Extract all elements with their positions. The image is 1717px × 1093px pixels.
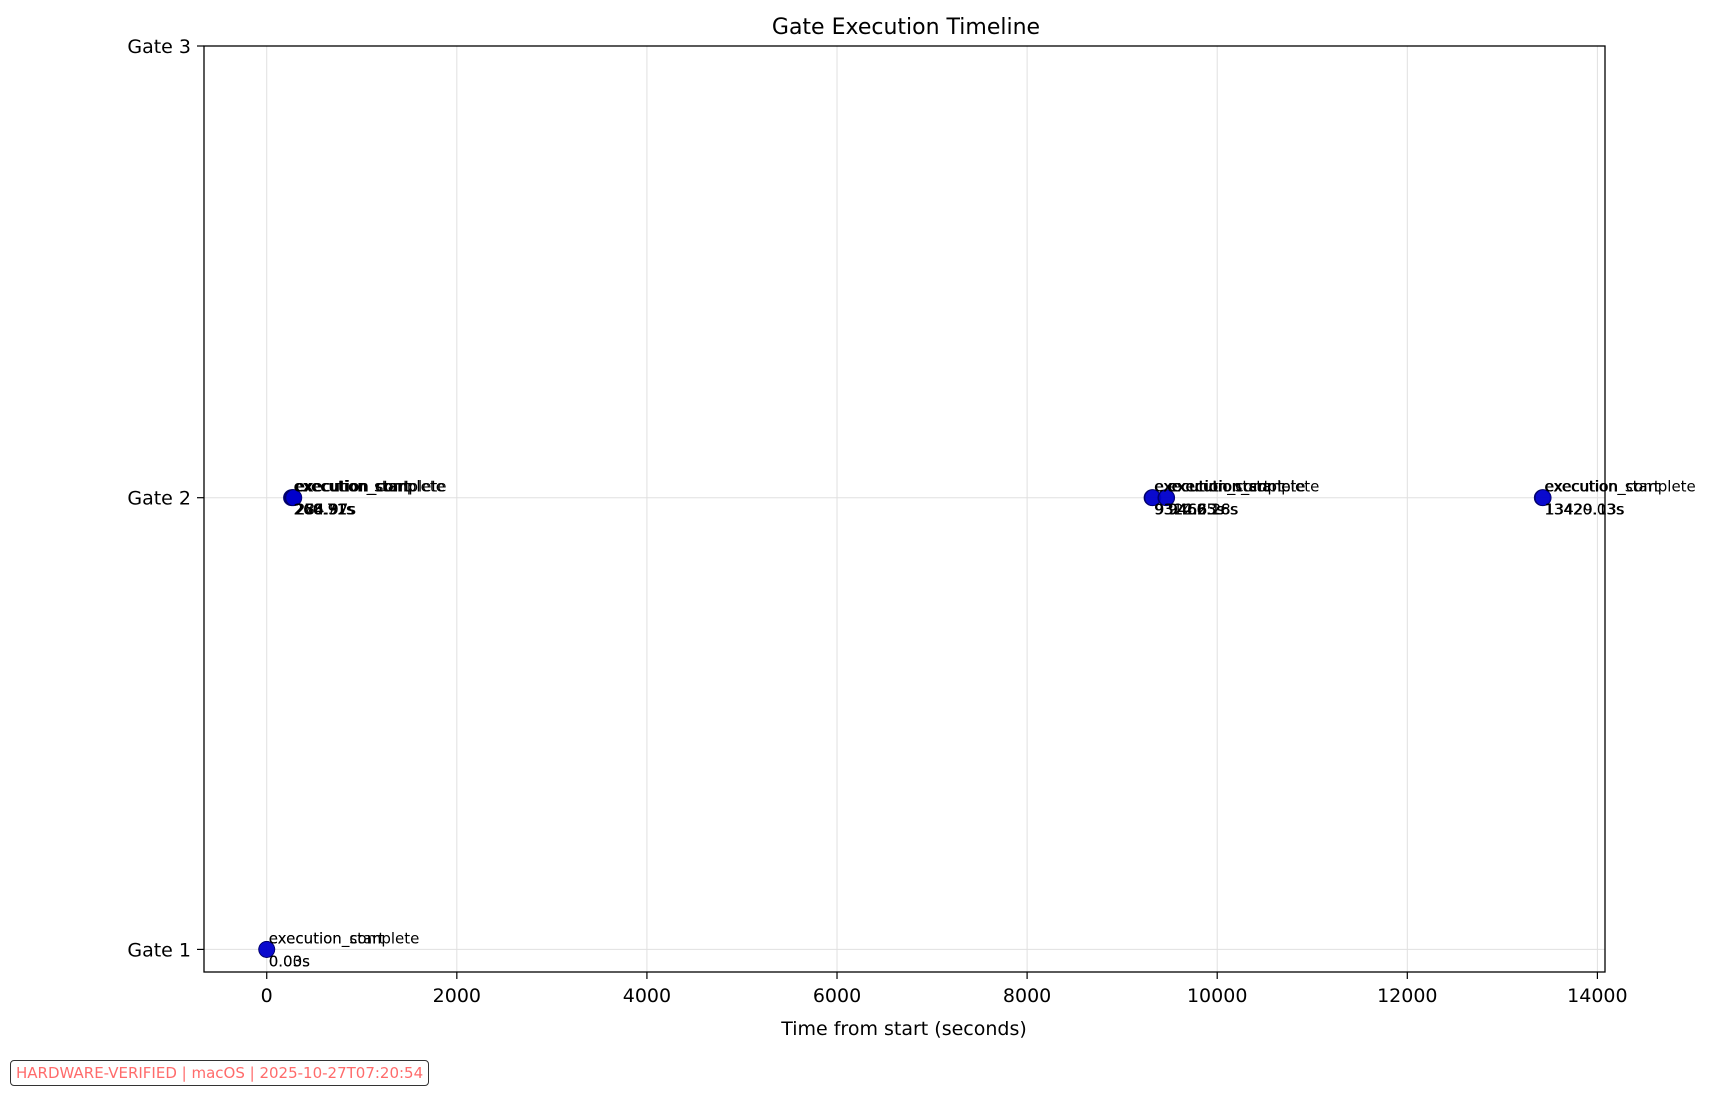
x-tick-label: 4000 xyxy=(623,985,671,1007)
data-point xyxy=(258,941,276,958)
data-point xyxy=(1534,489,1552,507)
x-tick-label: 6000 xyxy=(813,985,861,1007)
hardware-verified-badge: HARDWARE-VERIFIED | macOS | 2025-10-27T0… xyxy=(10,1060,430,1086)
plot-frame xyxy=(203,45,1606,973)
point-time-label: 9322.63s xyxy=(1155,501,1225,519)
y-tick-label: Gate 3 xyxy=(127,36,191,58)
point-event-label: execution_complete xyxy=(294,478,445,497)
point-time-label: 13429.13s xyxy=(1545,501,1625,519)
point-event-label: execution_complete xyxy=(1545,478,1696,497)
x-tick-label: 2000 xyxy=(433,985,481,1007)
point-time-label: 13420.03s xyxy=(1544,501,1624,519)
point-event-label: execution_complete xyxy=(1169,478,1320,497)
point-time-label: 9314.25s xyxy=(1154,501,1224,519)
x-tick-label: 8000 xyxy=(1003,985,1051,1007)
x-tick-label: 12000 xyxy=(1377,985,1437,1007)
chart-title: Gate Execution Timeline xyxy=(772,15,1040,40)
point-event-label: execution_start xyxy=(269,929,385,948)
data-points xyxy=(258,489,1552,958)
point-time-label: 0.00s xyxy=(269,952,310,970)
x-tick-label: 14000 xyxy=(1567,985,1627,1007)
point-event-label: execution_start xyxy=(1544,478,1660,497)
data-point xyxy=(1158,489,1176,507)
x-axis-label: Time from start (seconds) xyxy=(780,1018,1027,1040)
point-event-label: execution_complete xyxy=(269,929,420,948)
point-time-label: 0.03s xyxy=(269,952,310,970)
x-tick-label: 10000 xyxy=(1187,985,1247,1007)
point-event-label: execution_start xyxy=(1168,478,1284,497)
x-tick-label: 0 xyxy=(261,985,273,1007)
point-time-label: 9460.16s xyxy=(1168,501,1238,519)
point-time-label: 268.91s xyxy=(294,501,354,519)
point-event-label: execution_complete xyxy=(1155,478,1306,497)
point-event-label: execution_start xyxy=(295,478,411,497)
grid xyxy=(204,45,1605,972)
data-point xyxy=(285,489,303,507)
point-event-label: execution_start xyxy=(1154,478,1270,497)
point-annotations: execution_start 0.00s execution_complete 0.… xyxy=(269,478,1696,971)
y-tick-label: Gate 1 xyxy=(127,939,191,961)
point-time-label: 260.71s xyxy=(294,501,354,519)
y-axis-ticks: Gate 1 Gate 2 Gate 3 xyxy=(127,36,204,961)
point-time-label: 9468.28s xyxy=(1169,501,1239,519)
point-event-label: execution_complete xyxy=(296,478,447,497)
point-time-label: 276.32s xyxy=(295,501,355,519)
x-axis-ticks: 0 2000 4000 6000 8000 10000 12000 14000 xyxy=(261,972,1628,1007)
point-event-label: execution_start xyxy=(294,478,410,497)
point-time-label: 284.97s xyxy=(296,501,356,519)
y-tick-label: Gate 2 xyxy=(127,488,191,510)
